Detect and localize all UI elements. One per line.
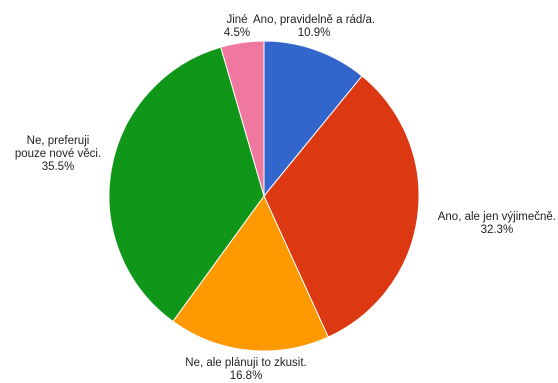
pie-slices [108,40,420,352]
slice-name-line-5-1: Jiné [226,14,247,26]
slice-label-5: Jiné 4.5% [224,14,250,39]
pie-slice-5[interactable] [220,40,265,197]
slice-value-label-3: 16.8% [230,370,263,382]
slice-value-label-5: 4.5% [224,27,250,39]
slice-name-line-4-1: Ne, preferuji [27,135,90,147]
slice-label-2: Ano, ale jen výjimečně. 32.3% [438,211,556,236]
slice-value-label-1: 10.9% [298,27,331,39]
pie-slice-1[interactable] [263,40,363,198]
pie-slice-3[interactable] [172,195,329,352]
slice-name-line-4-2: pouze nové věci. [15,148,101,160]
slice-label-1: Ano, pravidelně a rád/a. 10.9% [253,14,375,39]
slice-value-label-4: 35.5% [42,161,75,173]
pie-labels: Ano, pravidelně a rád/a. 10.9% Ano, ale je… [15,14,556,382]
slice-label-4: Ne, preferuji pouze nové věci. 35.5% [15,135,101,173]
pie-slice-4[interactable] [108,46,265,323]
pie-slice-2[interactable] [263,75,420,338]
slice-name-line-2-1: Ano, ale jen výjimečně. [438,211,556,223]
slice-label-3: Ne, ale plánuji to zkusit. 16.8% [185,357,306,382]
slice-value-label-2: 32.3% [481,224,514,236]
slice-name-line-3-1: Ne, ale plánuji to zkusit. [185,357,306,369]
slice-name-line-1-1: Ano, pravidelně a rád/a. [253,14,375,26]
